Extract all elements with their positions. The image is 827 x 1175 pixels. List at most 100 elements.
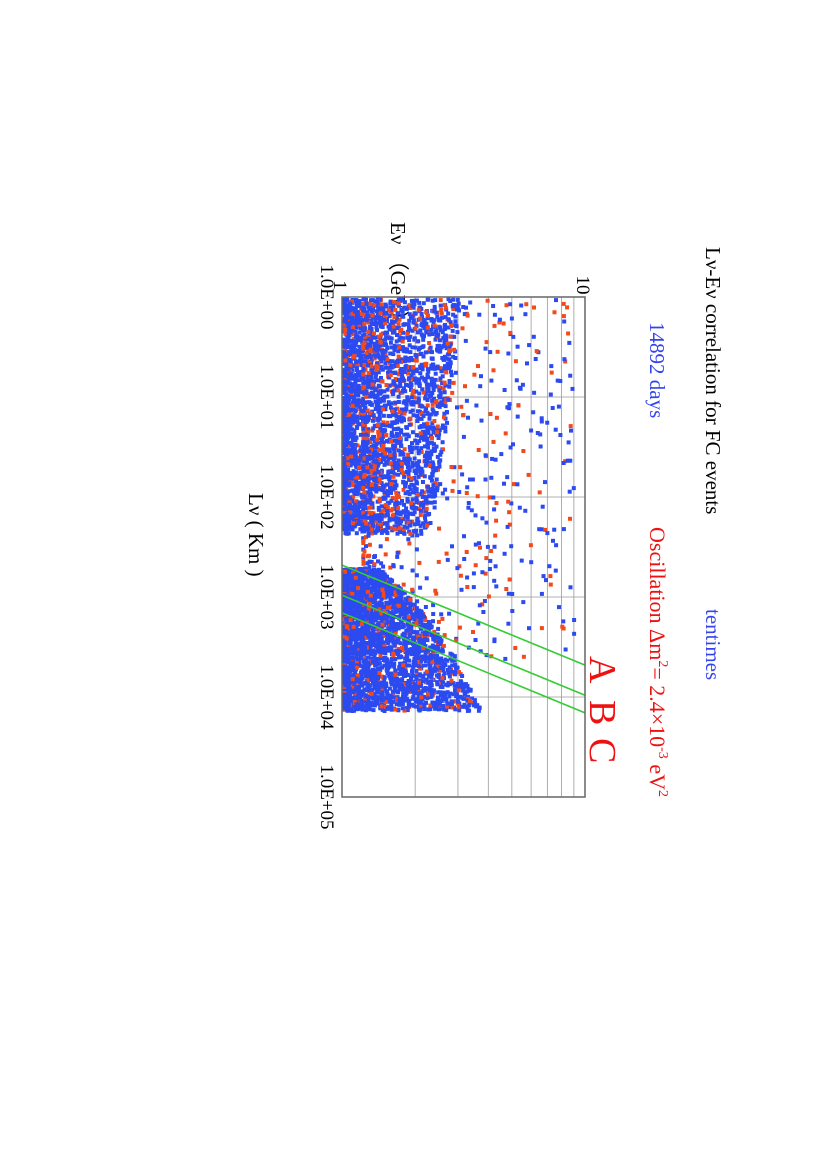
scatter-point (391, 664, 395, 668)
scatter-point (347, 476, 351, 480)
scatter-point (569, 424, 573, 428)
scatter-point (481, 610, 485, 614)
scatter-point (463, 384, 467, 388)
scatter-point (369, 349, 373, 353)
scatter-point (437, 620, 441, 624)
scatter-point (385, 537, 389, 541)
scatter-point (406, 453, 410, 457)
scatter-point (521, 383, 525, 387)
scatter-point (458, 626, 462, 630)
scatter-point (405, 332, 409, 336)
scatter-point (406, 537, 410, 541)
scatter-point (393, 503, 397, 507)
scatter-point (420, 352, 424, 356)
scatter-point (417, 377, 421, 381)
scatter-point (366, 364, 370, 368)
scatter-point (402, 475, 406, 479)
scatter-point (476, 364, 480, 368)
scatter-point (347, 333, 351, 337)
scatter-point (363, 341, 367, 345)
scatter-point (521, 449, 525, 453)
scatter-point (394, 516, 398, 520)
scatter-point (461, 326, 465, 330)
scatter-point (364, 395, 368, 399)
scatter-point (361, 506, 365, 510)
scatter-point (351, 521, 355, 525)
scatter-point (357, 353, 361, 357)
scatter-point (367, 449, 371, 453)
scatter-point (420, 312, 424, 316)
scatter-point (384, 513, 388, 517)
scatter-point (348, 322, 352, 326)
scatter-point (347, 367, 351, 371)
scatter-point (448, 349, 452, 353)
scatter-point (428, 413, 432, 417)
scatter-point (415, 359, 419, 363)
scatter-point (544, 578, 548, 582)
scatter-point (418, 383, 422, 387)
scatter-point (456, 298, 460, 302)
scatter-point (489, 549, 493, 553)
scatter-point (361, 464, 365, 468)
scatter-point (397, 358, 401, 362)
scatter-point (364, 522, 368, 526)
scatter-point (449, 320, 453, 324)
scatter-point (384, 522, 388, 526)
scatter-point (364, 381, 368, 385)
scatter-point (542, 574, 546, 578)
scatter-point (438, 325, 442, 329)
scatter-point (395, 433, 399, 437)
scatter-point (535, 349, 539, 353)
scatter-point (372, 331, 376, 335)
scatter-point (373, 464, 377, 468)
scatter-point (494, 458, 498, 462)
scatter-point (505, 475, 509, 479)
scatter-point (464, 339, 468, 343)
scatter-point (432, 494, 436, 498)
scatter-point (384, 404, 388, 408)
scatter-point (430, 377, 434, 381)
scatter-point (377, 506, 381, 510)
scatter-point (366, 527, 370, 531)
scatter-point (364, 433, 368, 437)
scatter-point (416, 517, 420, 521)
scatter-point (510, 317, 514, 321)
scatter-point (361, 347, 365, 351)
scatter-point (351, 417, 355, 421)
scatter-point (414, 312, 418, 316)
scatter-point (383, 497, 387, 501)
scatter-point (365, 314, 369, 318)
scatter-point (424, 686, 428, 690)
scatter-point (376, 402, 380, 406)
scatter-point (553, 310, 557, 314)
scatter-point (478, 384, 482, 388)
scatter-point (520, 559, 524, 563)
scatter-point (362, 318, 366, 322)
scatter-point (411, 490, 415, 494)
scatter-point (363, 297, 367, 301)
scatter-point (355, 531, 359, 535)
scatter-point (361, 541, 365, 545)
scatter-point (346, 306, 350, 310)
scatter-point (409, 501, 413, 505)
scatter-point (506, 525, 510, 529)
scatter-point (568, 490, 572, 494)
scatter-point (558, 433, 562, 437)
scatter-point (374, 349, 378, 353)
scatter-point (433, 500, 437, 504)
osc-unit-sq: 2 (655, 790, 670, 797)
scatter-point (418, 317, 422, 321)
scatter-point (414, 506, 418, 510)
scatter-point (410, 395, 414, 399)
scatter-point (527, 343, 531, 347)
scatter-point (399, 512, 403, 516)
scatter-point (345, 387, 349, 391)
scatter-point (402, 433, 406, 437)
scatter-point (361, 427, 365, 431)
scatter-point (362, 490, 366, 494)
scatter-point (369, 401, 373, 405)
scatter-point (365, 301, 369, 305)
scatter-point (381, 325, 385, 329)
scatter-point (437, 560, 441, 564)
scatter-point (361, 486, 365, 490)
